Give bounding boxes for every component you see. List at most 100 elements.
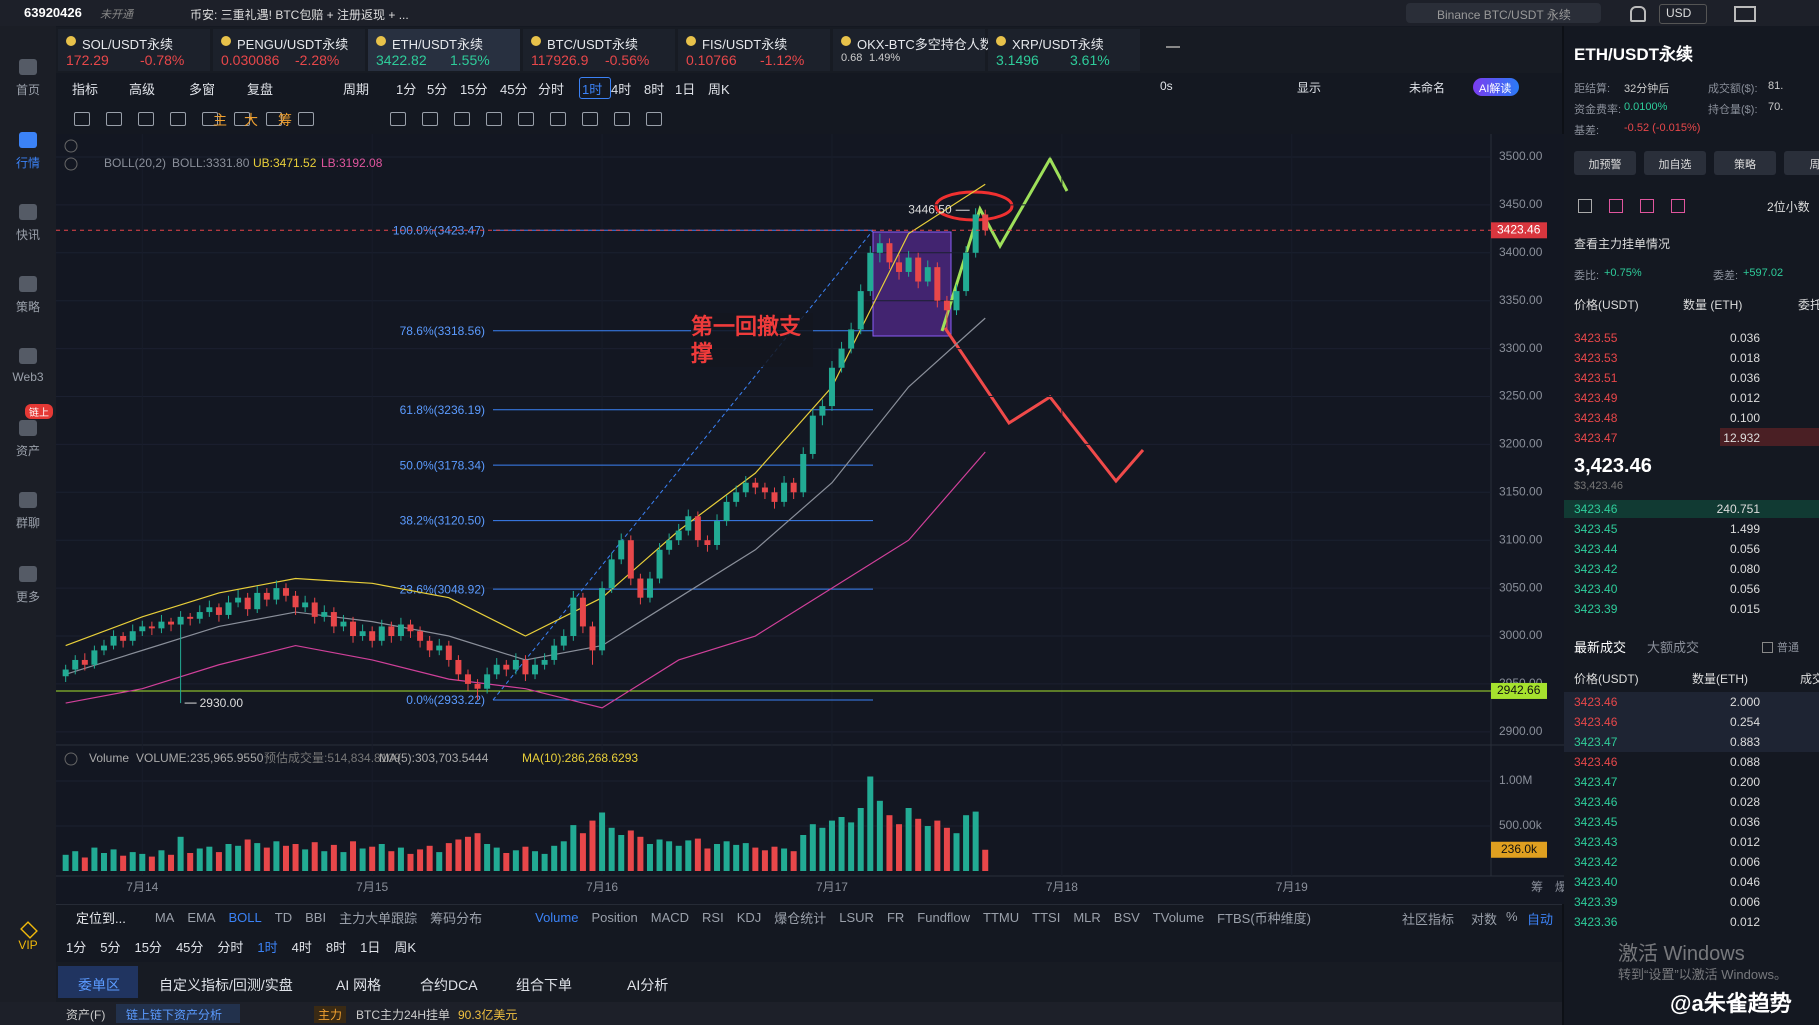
draw-tool[interactable] (486, 112, 502, 126)
status-item[interactable]: 资产(F) (66, 1008, 106, 1022)
tab[interactable] (678, 29, 830, 71)
tool-button[interactable]: 筹 (278, 112, 292, 128)
indicator-option[interactable]: 对数 (1471, 912, 1498, 927)
period-button[interactable]: 周K (708, 82, 730, 97)
sidebar-label[interactable]: 快讯 (15, 228, 40, 242)
period-button[interactable]: 15分 (134, 939, 162, 955)
tab-name[interactable]: BTC/USDT永续 (547, 37, 639, 52)
period-button[interactable]: 4时 (611, 82, 632, 97)
sidebar-icon[interactable] (19, 132, 37, 148)
panel-button-label[interactable]: 加自选 (1658, 159, 1692, 171)
toolbar-item[interactable]: 未命名 (1409, 81, 1446, 95)
bell-icon[interactable] (1630, 6, 1646, 22)
sidebar-label[interactable]: VIP (18, 938, 38, 952)
sidebar-label[interactable]: 首页 (15, 83, 40, 97)
draw-tool[interactable] (202, 112, 218, 126)
indicator-button[interactable]: Fundflow (917, 909, 971, 925)
bottom-tab[interactable]: 合约DCA (420, 977, 478, 993)
panel-link[interactable]: 查看主力挂单情况 (1574, 237, 1671, 251)
tab-name[interactable]: FIS/USDT永续 (702, 37, 788, 52)
draw-tool[interactable] (582, 112, 598, 126)
tab-name[interactable]: PENGU/USDT永续 (237, 37, 349, 52)
panel-button-label[interactable]: 周 (1809, 159, 1819, 171)
trade-tab[interactable]: 最新成交 (1574, 640, 1627, 655)
collapse-icon[interactable] (64, 157, 78, 171)
book-view-icon[interactable] (1609, 199, 1623, 213)
panel-button[interactable] (1644, 151, 1706, 175)
sidebar-label[interactable]: 更多 (15, 590, 40, 604)
book-view-icon[interactable] (1640, 199, 1654, 213)
collapse-icon[interactable] (64, 752, 78, 766)
currency-select[interactable] (1659, 4, 1707, 24)
draw-tool[interactable] (266, 112, 282, 126)
draw-tool[interactable] (550, 112, 566, 126)
toolbar-item[interactable]: 指标 (72, 82, 99, 97)
period-button[interactable]: 1时 (582, 82, 603, 97)
search-box[interactable] (1406, 3, 1601, 23)
indicator-button[interactable]: 主力大单跟踪 (339, 910, 418, 926)
tab[interactable] (523, 29, 675, 71)
indicator-option[interactable]: % (1506, 909, 1518, 924)
indicator-button[interactable]: LSUR (839, 909, 874, 925)
indicator-button[interactable]: Volume (535, 909, 579, 925)
indicator-button[interactable]: BSV (1113, 909, 1140, 925)
tab-name[interactable]: OKX-BTC多空持仓人数比 (857, 37, 1006, 52)
draw-tool[interactable] (298, 112, 314, 126)
period-button[interactable]: 1时 (257, 939, 278, 955)
draw-tool[interactable] (646, 112, 662, 126)
indicator-button[interactable]: MLR (1073, 909, 1101, 925)
period-button[interactable]: 分时 (538, 82, 565, 97)
sidebar-label[interactable]: Web3 (12, 370, 44, 384)
toolbar-item[interactable]: 0s (1160, 79, 1173, 93)
toolbar-item[interactable]: 高级 (129, 82, 156, 97)
sidebar-icon[interactable] (19, 492, 37, 508)
period-button[interactable]: 1分 (66, 939, 87, 955)
checkbox-label[interactable]: 普通 (1777, 642, 1799, 654)
ai-button[interactable]: AI解读 (1479, 83, 1512, 95)
bottom-tab[interactable]: 自定义指标/回测/实盘 (159, 977, 293, 993)
period-button[interactable]: 1日 (360, 939, 381, 955)
period-button[interactable]: 8时 (644, 82, 665, 97)
period-button[interactable]: 4时 (291, 939, 312, 955)
indicator-button[interactable]: BBI (305, 909, 327, 925)
indicator-button[interactable]: EMA (187, 909, 216, 925)
status-item[interactable]: 链上链下资产分析 (126, 1008, 223, 1022)
indicator-button[interactable]: FTBS(币种维度) (1217, 910, 1311, 926)
panel-button[interactable] (1574, 151, 1636, 175)
panel-button[interactable] (1784, 151, 1819, 175)
indicator-button[interactable]: RSI (702, 909, 724, 925)
indicator-button[interactable]: TVolume (1152, 909, 1205, 925)
sidebar-label[interactable]: 行情 (15, 156, 40, 170)
toolbar-item[interactable]: 周期 (343, 82, 370, 97)
indicator-button[interactable]: KDJ (736, 909, 762, 925)
sidebar-label[interactable]: 资产 (15, 444, 40, 458)
indicator-button[interactable]: 爆仓统计 (774, 910, 827, 926)
period-button[interactable]: 1日 (675, 82, 696, 97)
draw-tool[interactable] (234, 112, 250, 126)
toolbar-item[interactable]: 显示 (1297, 81, 1322, 95)
indicator-button[interactable]: Position (591, 909, 638, 925)
period-button[interactable]: 15分 (460, 82, 488, 97)
decimals-select[interactable]: 2位小数 (1767, 200, 1810, 214)
book-view-icon[interactable] (1671, 199, 1685, 213)
period-button[interactable]: 1分 (396, 82, 417, 97)
panel-button[interactable] (1714, 151, 1776, 175)
add-tab[interactable] (1166, 46, 1180, 48)
draw-tool[interactable] (518, 112, 534, 126)
tab-name[interactable]: ETH/USDT永续 (392, 37, 484, 52)
trade-tab[interactable]: 大额成交 (1647, 640, 1700, 655)
draw-tool[interactable] (170, 112, 186, 126)
tab-name[interactable]: XRP/USDT永续 (1012, 37, 1104, 52)
sidebar-label[interactable]: 策略 (15, 300, 40, 314)
indicator-button[interactable]: TD (274, 909, 293, 925)
draw-tool[interactable] (390, 112, 406, 126)
tab[interactable] (213, 29, 365, 71)
panel-button-label[interactable]: 策略 (1734, 159, 1756, 171)
sidebar-icon[interactable] (19, 566, 37, 582)
draw-tool[interactable] (422, 112, 438, 126)
bottom-tab[interactable]: AI 网格 (336, 977, 382, 993)
bottom-tab[interactable]: AI分析 (627, 977, 669, 993)
period-button[interactable]: 45分 (175, 939, 204, 955)
ai-pill[interactable] (1473, 78, 1519, 96)
sidebar-icon[interactable] (19, 348, 37, 364)
